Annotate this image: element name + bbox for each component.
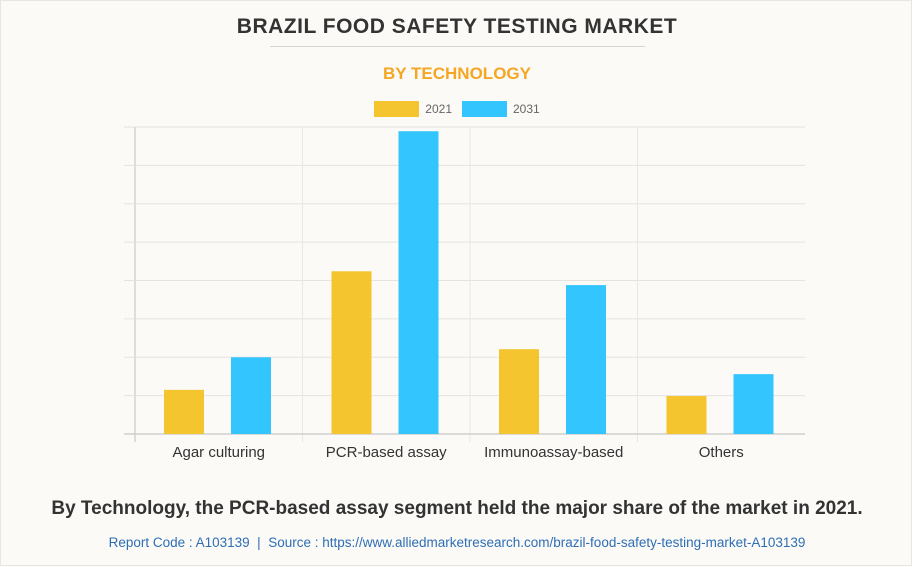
bar-2021-agar-culturing[interactable] (164, 389, 204, 434)
legend-item-2021[interactable]: 2021 (374, 101, 452, 117)
x-tick-label: Agar culturing (172, 444, 265, 461)
bar-2031-agar-culturing[interactable] (231, 357, 271, 434)
legend-swatch-2031 (462, 101, 507, 117)
bar-2021-immunoassay-based[interactable] (499, 349, 539, 434)
bar-2031-pcr-based-assay[interactable] (398, 131, 439, 434)
x-tick-label: PCR-based assay (326, 444, 447, 461)
bars (164, 131, 774, 434)
bar-2021-pcr-based-assay[interactable] (331, 271, 372, 434)
source-link[interactable]: Report Code : A103139 | Source : https:/… (108, 535, 806, 550)
bar-2021-others[interactable] (666, 396, 707, 434)
title-divider (270, 46, 645, 47)
chart-subtitle: BY TECHNOLOGY (383, 64, 531, 83)
legend-item-2031[interactable]: 2031 (462, 101, 540, 117)
legend-swatch-2021 (374, 101, 420, 117)
legend-label-2021: 2021 (425, 102, 452, 116)
bar-2031-others[interactable] (733, 374, 774, 434)
legend: 2021 2031 (1, 101, 912, 117)
gridlines (124, 126, 805, 442)
chart-title: BRAZIL FOOD SAFETY TESTING MARKET (236, 15, 678, 38)
chart-caption: By Technology, the PCR-based assay segme… (51, 498, 863, 519)
legend-label-2031: 2031 (513, 102, 540, 116)
bar-2031-immunoassay-based[interactable] (566, 285, 606, 434)
x-tick-label: Others (699, 444, 744, 461)
x-tick-label: Immunoassay-based (484, 444, 623, 461)
x-axis-labels: Agar culturing PCR-based assay Immunoassay… (172, 444, 743, 461)
